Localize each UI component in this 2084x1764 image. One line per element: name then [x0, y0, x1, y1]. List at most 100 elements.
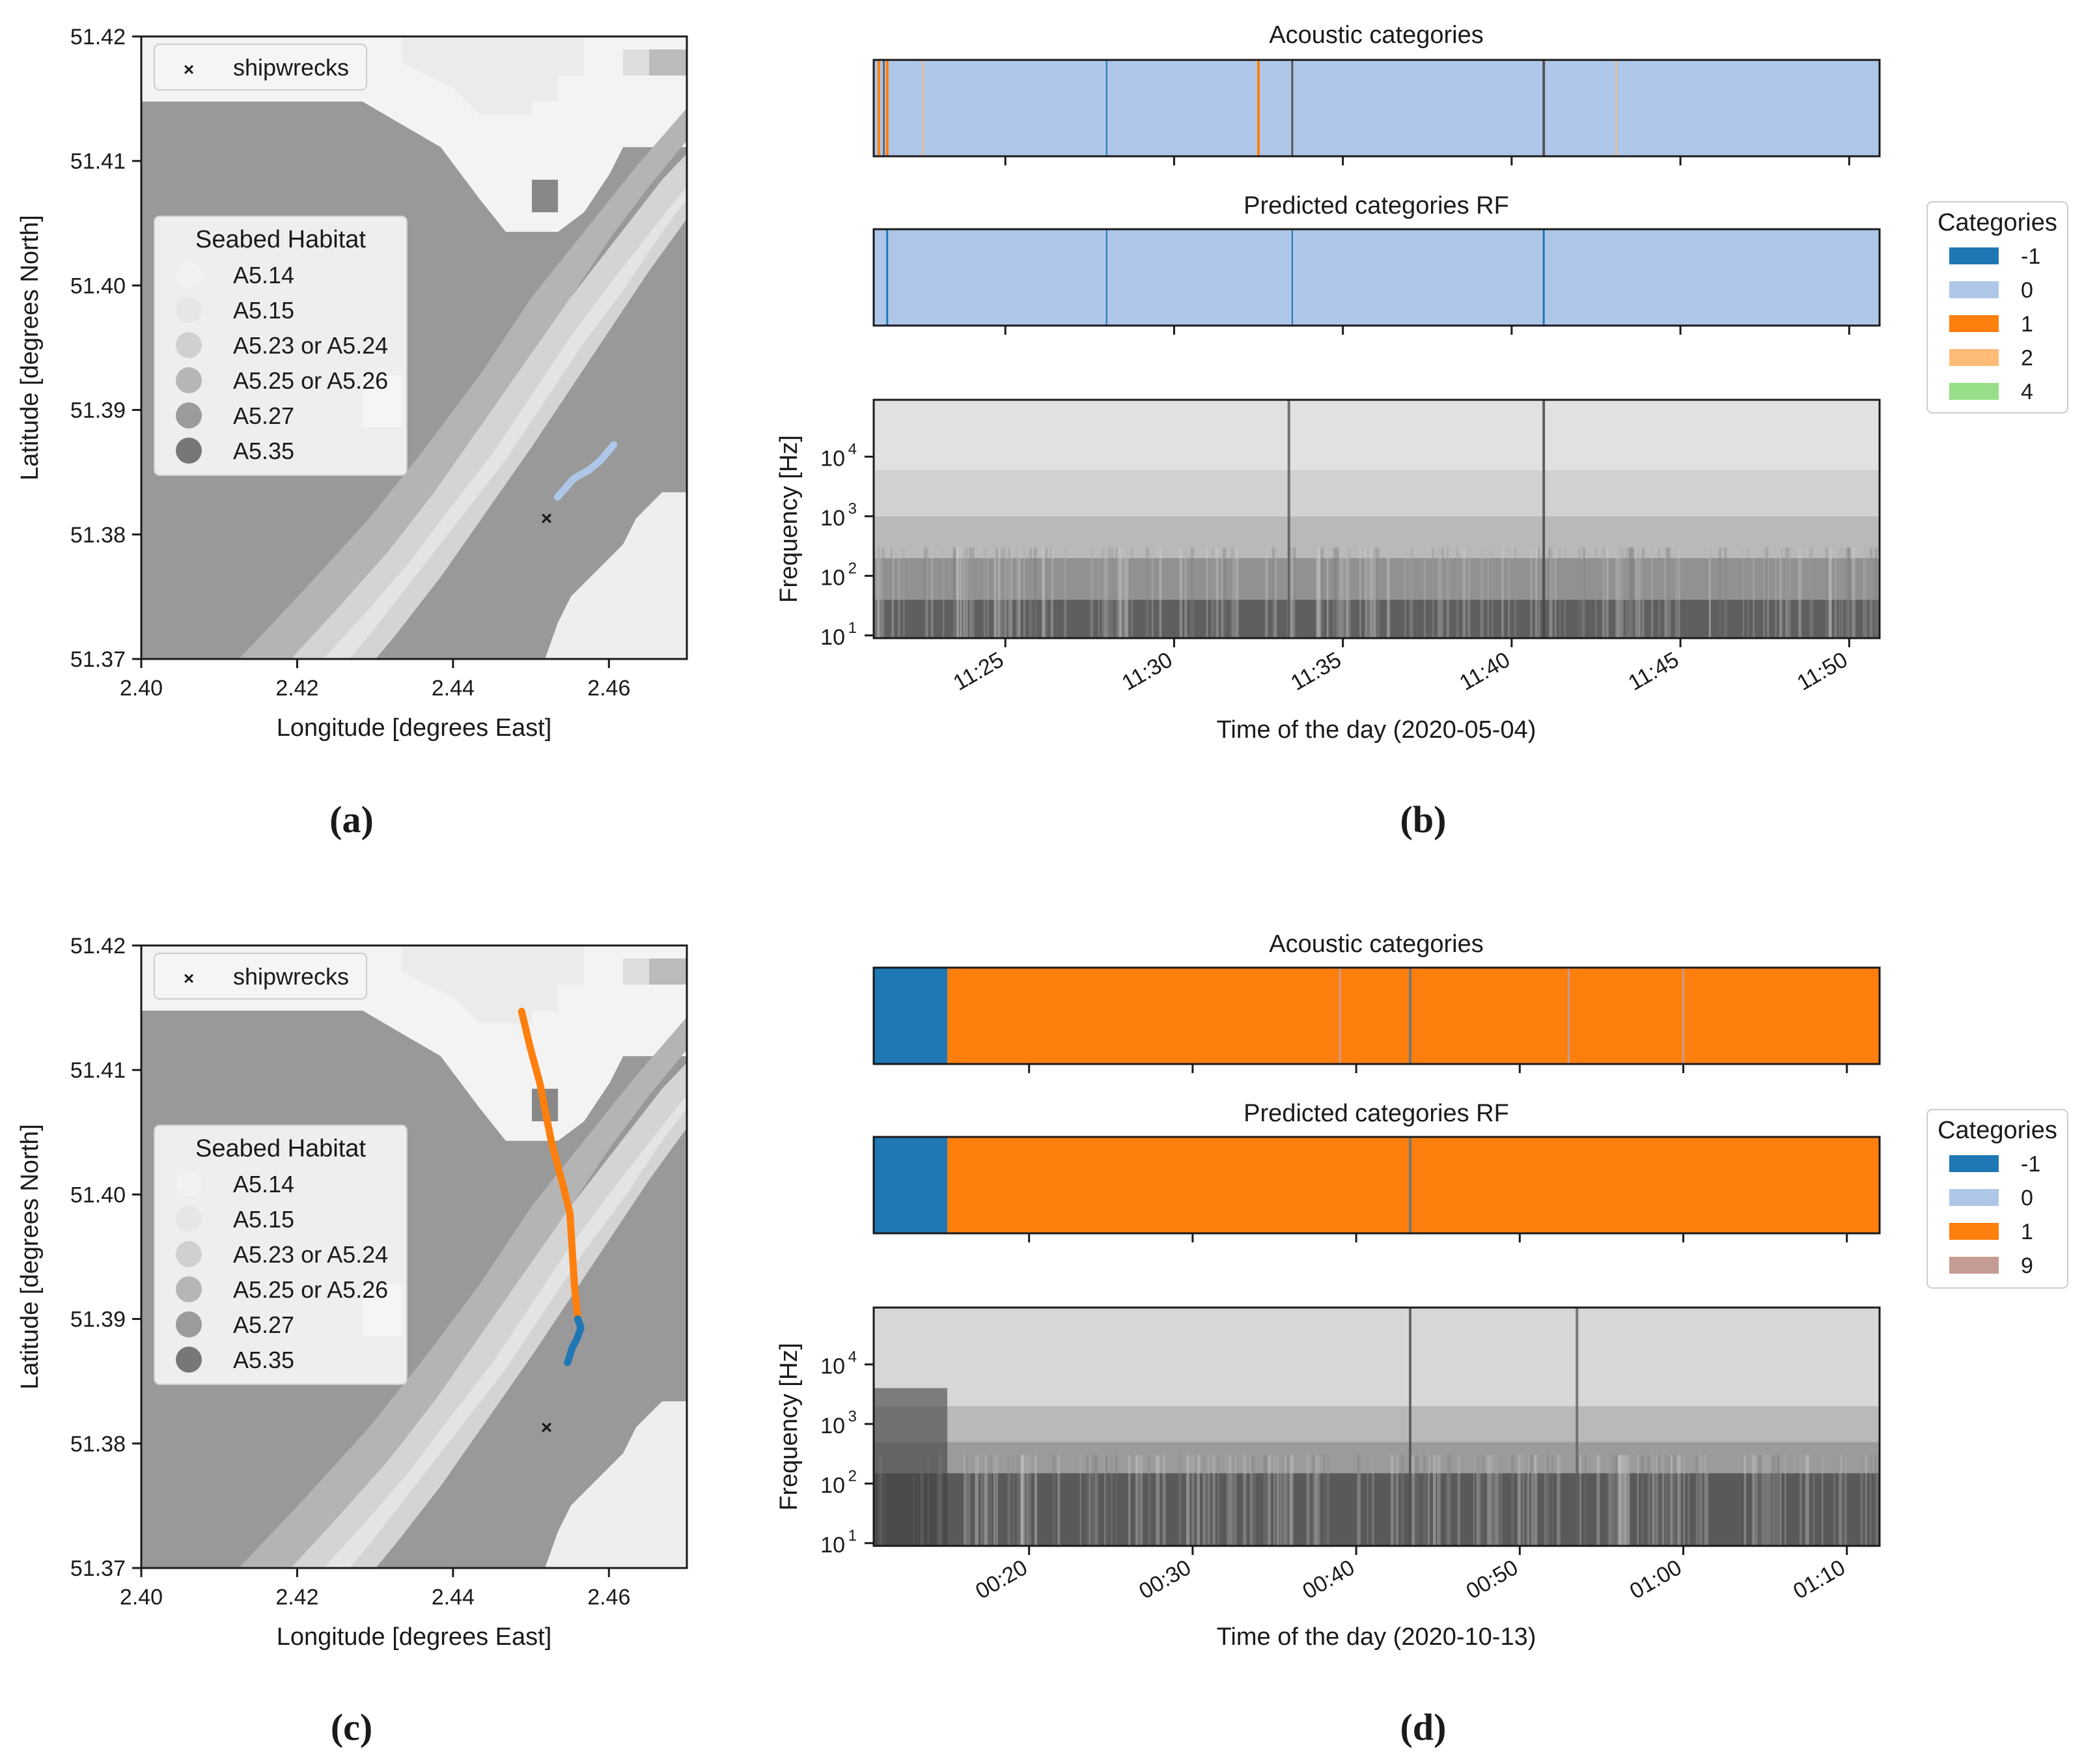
habitat-legend-label: A5.25 or A5.26	[233, 1276, 388, 1303]
spectrogram-stripe	[1107, 547, 1110, 638]
spectrogram-stripe	[1863, 547, 1865, 638]
habitat-legend-label: A5.15	[233, 1206, 294, 1233]
panel-b-acoustic: Acoustic categories Predicted categories…	[775, 21, 2068, 744]
spectrogram-stripe	[1378, 547, 1380, 638]
spectrogram-stripe	[1535, 1455, 1537, 1546]
spectrogram-stripe	[967, 547, 969, 638]
spectrogram-stripe	[1357, 1455, 1361, 1546]
spectrogram-stripe	[1829, 547, 1831, 638]
spectrogram-stripe	[1035, 1455, 1037, 1546]
spectrogram-stripe	[1272, 547, 1274, 638]
spectrogram-stripe	[1661, 1455, 1664, 1546]
spectrogram-stripe	[1375, 547, 1379, 638]
spectrogram-dark-block	[874, 1388, 948, 1546]
y-ticks-c: 51.37 51.38 51.39 51.40 51.41 51.42	[70, 934, 141, 1581]
spectrogram-stripe	[1186, 1455, 1189, 1546]
spectrogram-stripe	[1373, 547, 1377, 638]
spectrogram-stripe	[1622, 1455, 1627, 1546]
spectrogram-stripe	[1316, 1455, 1320, 1546]
spectrogram-stripe	[882, 547, 885, 638]
category-legend-title-d: Categories	[1938, 1117, 2057, 1144]
spectrogram-stripe	[1641, 547, 1644, 638]
spectrogram-stripe	[1637, 1455, 1639, 1546]
y-tick-label: 51.39	[70, 1308, 126, 1332]
category-event	[1682, 968, 1685, 1064]
spectrogram-stripe	[1441, 547, 1444, 638]
spectrogram-stripe	[1665, 547, 1669, 638]
track-layer-a	[553, 441, 617, 501]
spectrogram-stripe	[1312, 1455, 1314, 1546]
y-tick-label: 51.38	[70, 523, 126, 548]
spectrogram-stripe	[1423, 1455, 1426, 1546]
spectrogram-stripe	[1704, 1455, 1708, 1546]
y-tick-label: 51.41	[70, 149, 126, 174]
freq-tick-label: 10	[820, 625, 845, 650]
spectrogram-stripe	[1865, 1455, 1867, 1546]
category-event	[1257, 60, 1260, 156]
spectrogram-stripe	[1118, 547, 1121, 638]
spectrogram-stripe	[1667, 547, 1671, 638]
habitat-legend-label: A5.14	[233, 1171, 294, 1197]
spectrogram-stripe	[972, 547, 975, 638]
spectrogram-stripe	[1126, 547, 1129, 638]
spectrogram-stripe	[1799, 1455, 1802, 1546]
habitat-legend-a: Seabed Habitat A5.14 A5.15 A5.23 or A5.24 A…	[154, 216, 408, 476]
spectrogram-stripe	[1413, 1455, 1415, 1546]
spectrogram-stripe	[1777, 1455, 1780, 1546]
acoustic-title-d: Acoustic categories	[1269, 931, 1484, 958]
spectrogram-stripe	[1016, 547, 1020, 638]
spectrogram-stripe	[1723, 547, 1727, 638]
spectrogram-stripe	[1327, 547, 1329, 638]
spectrogram-stripe	[966, 547, 968, 638]
spectrogram-stripe	[975, 1455, 978, 1546]
spectrogram-stripe	[1156, 1455, 1160, 1546]
spectrogram-stripe	[1211, 547, 1214, 638]
spectrogram-stripe	[1499, 1455, 1503, 1546]
freq-tick-label: 10	[820, 506, 845, 531]
habitat-legend-label: A5.23 or A5.24	[233, 332, 388, 359]
y-tick-label: 51.41	[70, 1058, 126, 1083]
spectrogram-event	[1287, 400, 1290, 638]
spectrogram-stripe	[1011, 547, 1013, 638]
spectrogram-stripe	[930, 547, 934, 638]
spectrogram-stripe	[983, 547, 986, 638]
spectrogram-stripe	[1249, 1455, 1253, 1546]
habitat-swatch	[176, 367, 202, 393]
category-legend-label: 1	[2021, 1220, 2033, 1244]
spectrogram-stripe	[1531, 1455, 1534, 1546]
spectrogram-stripe	[995, 1455, 998, 1546]
category-swatch	[1949, 315, 1999, 332]
spectrogram-stripe	[1042, 547, 1046, 638]
spectrogram-stripe	[984, 1455, 988, 1546]
spectrogram-stripe	[1613, 1455, 1615, 1546]
spectrogram-stripe	[1110, 1455, 1113, 1546]
spectrogram-stripe	[1178, 1455, 1182, 1546]
spectrogram-stripe	[1473, 1455, 1475, 1546]
spectrogram-stripe	[1372, 547, 1375, 638]
spectrogram-stripe	[1207, 1455, 1210, 1546]
spectrogram-stripe	[969, 547, 971, 638]
spectrogram-stripe	[1668, 547, 1671, 638]
spectrogram-stripe	[1367, 547, 1369, 638]
y-tick-label: 51.42	[70, 934, 126, 959]
spectrogram-stripe	[1596, 1455, 1600, 1546]
acoustic-ticks-d	[1028, 1064, 1848, 1073]
spectrogram-stripe	[1621, 547, 1624, 638]
category-segment	[874, 968, 948, 1064]
habitat-legend-title-a: Seabed Habitat	[195, 226, 366, 253]
spectrogram-stripe	[1111, 547, 1114, 638]
spectrogram-stripe	[1283, 1455, 1285, 1546]
spectrogram-stripe	[1094, 1455, 1098, 1546]
category-event	[1339, 968, 1341, 1064]
spectrogram-stripe	[1415, 1455, 1419, 1546]
spectrogram-stripe	[1197, 1455, 1201, 1546]
freq-tick-label: 10	[820, 565, 845, 590]
spectrogram-stripe	[1838, 1455, 1841, 1546]
y-tick-label: 51.39	[70, 399, 126, 423]
spectrogram-stripe	[1869, 547, 1873, 638]
spectrogram-stripe	[1788, 547, 1791, 638]
spectrogram-stripe	[1057, 1455, 1061, 1546]
spectrogram-stripe	[1682, 1455, 1686, 1546]
spectrogram-stripe	[1648, 1455, 1651, 1546]
